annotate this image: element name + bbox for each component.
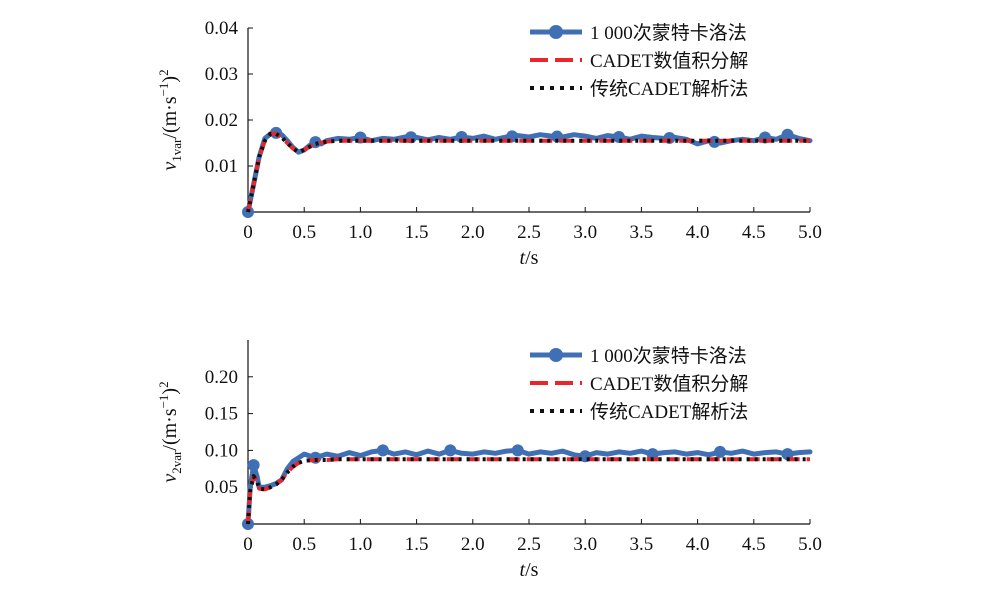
y-tick-label: 0.01 [205,156,238,177]
legend-label: CADET数值积分解 [590,373,748,395]
x-tick-label: 3.5 [630,222,654,243]
x-tick-label: 4.5 [742,534,766,555]
series-marker [646,448,659,461]
series-marker [376,444,389,457]
x-tick-label: 2.5 [517,222,541,243]
y-tick-label: 0.15 [205,404,238,425]
y-axis-label-unit: /(m·s [159,96,181,138]
x-tick-label: 2.0 [461,534,485,555]
x-tick-label: 4.0 [686,222,710,243]
y-tick-label: 0.03 [205,64,238,85]
series-marker [714,445,727,458]
x-tick-label: 2.0 [461,222,485,243]
x-tick-label: 4.0 [686,534,710,555]
x-tick-label: 0 [243,534,253,555]
y-tick-label: 0.10 [205,440,238,461]
y-tick-label: 0.05 [205,477,238,498]
series-line-dotted [246,457,810,525]
x-tick-label: 0.5 [292,534,316,555]
x-tick-label: 3.5 [630,534,654,555]
y-axis-label: v2var/(m·s−1)2 [156,381,184,482]
x-tick-label: 1.5 [405,222,429,243]
x-tick-label: 5.0 [798,222,822,243]
legend-label: 1 000次蒙特卡洛法 [590,345,747,367]
x-tick-label: 3.0 [573,222,597,243]
y-axis-label-close: ) [159,388,181,395]
x-axis-label-var: t [520,247,526,269]
y-axis-label: v1var/(m·s−1)2 [156,69,184,170]
x-tick-label: 2.5 [517,534,541,555]
y-axis-label-var: v [159,474,181,483]
y-axis-label-sup2: 2 [156,381,171,388]
x-tick-label: 0.5 [292,222,316,243]
series-marker [511,444,524,457]
y-axis-label-sup: −1 [156,83,171,97]
legend-label: 传统CADET解析法 [590,78,748,100]
series-line-line-marker [245,130,813,215]
y-axis-label-sup2: 2 [156,69,171,76]
y-tick-label: 0.20 [205,367,238,388]
x-tick-label: 1.0 [349,534,373,555]
x-tick-label: 0 [243,222,253,243]
y-tick-label: 0.04 [205,18,239,39]
series-line-dashed [246,457,810,525]
y-axis-label-sub: 2var [169,450,184,474]
series-marker [781,128,794,141]
legend-marker [549,348,563,362]
series-line-line-marker [245,447,813,527]
x-tick-label: 3.0 [573,534,597,555]
chart-v2var: 0 0.5 1.0 1.5 2.0 2.5 3.0 3.5 4.0 4.5 5.0 0.05 0.10 0… [156,340,822,581]
x-tick-label: 4.5 [742,222,766,243]
chart-v1var: 0 0.5 1.0 1.5 2.0 2.5 3.0 3.5 4.0 4.5 5.0 0.01 0.02 0… [156,18,822,269]
series-line-dashed [246,131,810,213]
y-axis-label-sub: 1var [169,138,184,162]
series-marker [781,448,794,461]
y-axis-label-unit: /(m·s [159,408,181,450]
legend-label: 1 000次蒙特卡洛法 [590,22,747,44]
y-axis-label-var: v [159,162,181,171]
legend-label: 传统CADET解析法 [590,401,748,423]
series-line-dotted [246,131,810,213]
x-tick-label: 5.0 [798,534,822,555]
series-marker [444,444,457,457]
x-tick-label: 1.5 [405,534,429,555]
x-tick-label: 1.0 [349,222,373,243]
y-axis-label-sup: −1 [156,395,171,409]
x-axis-label-unit: /s [525,559,539,581]
y-tick-label: 0.02 [205,110,238,131]
legend-label: CADET数值积分解 [590,50,748,72]
x-axis-label: t/s [520,559,539,581]
series-marker [247,459,260,472]
x-axis-label: t/s [520,247,539,269]
y-axis-label-close: ) [159,76,181,83]
x-axis-label-var: t [520,559,526,581]
legend-marker [549,25,563,39]
x-axis-label-unit: /s [525,247,539,269]
